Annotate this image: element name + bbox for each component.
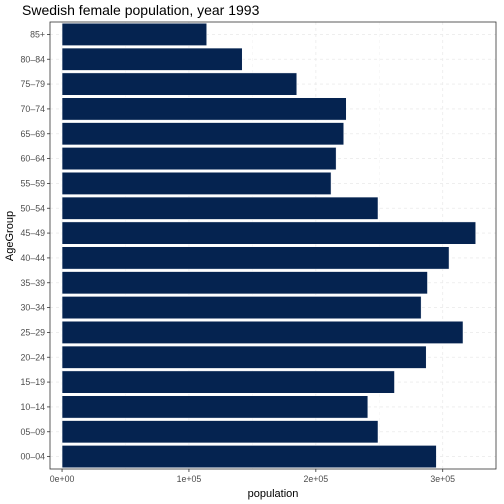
chart-title: Swedish female population, year 1993: [22, 2, 260, 18]
y-tick-label: 00–04: [21, 452, 46, 462]
bar: [61, 47, 243, 71]
x-axis-title: population: [248, 488, 299, 500]
bar: [61, 171, 332, 195]
bar: [61, 72, 298, 96]
y-tick-label: 60–64: [21, 154, 46, 164]
x-axis: 0e+00 1e+05 2e+05 3e+05: [50, 469, 455, 484]
bar: [61, 345, 427, 369]
bar: [61, 196, 379, 220]
y-tick-label: 45–49: [21, 228, 46, 238]
y-tick-label: 30–34: [21, 303, 46, 313]
bar: [61, 370, 395, 394]
bar: [61, 395, 369, 419]
x-tick-label: 1e+05: [177, 474, 202, 484]
bar: [61, 147, 337, 171]
y-tick-label: 75–79: [21, 79, 46, 89]
y-tick-label: 35–39: [21, 278, 46, 288]
y-tick-label: 10–14: [21, 402, 46, 412]
bar: [61, 122, 344, 146]
bar: [61, 246, 450, 270]
bar: [61, 22, 207, 46]
y-tick-label: 85+: [30, 29, 45, 39]
bar: [61, 320, 464, 344]
y-tick-label: 40–44: [21, 253, 46, 263]
bar: [61, 271, 428, 295]
y-tick-label: 20–24: [21, 352, 46, 362]
x-tick-label: 0e+00: [50, 474, 75, 484]
bar: [61, 420, 379, 444]
y-axis: 00–04 05–09 10–14 15–19 20–24 25–29 30–34 35–39…: [21, 29, 50, 462]
y-tick-label: 70–74: [21, 104, 46, 114]
x-tick-label: 2e+05: [303, 474, 328, 484]
y-axis-title: AgeGroup: [4, 211, 16, 261]
y-tick-label: 80–84: [21, 54, 46, 64]
y-tick-label: 55–59: [21, 178, 46, 188]
y-tick-label: 15–19: [21, 377, 46, 387]
panel-border: [49, 21, 497, 470]
bar: [61, 97, 347, 121]
y-tick-label: 50–54: [21, 203, 46, 213]
bars: [61, 22, 476, 469]
bar: [61, 445, 437, 469]
bar: [61, 296, 422, 320]
y-tick-label: 25–29: [21, 327, 46, 337]
y-tick-label: 05–09: [21, 427, 46, 437]
bar: [61, 221, 476, 245]
x-tick-label: 3e+05: [430, 474, 455, 484]
y-tick-label: 65–69: [21, 129, 46, 139]
